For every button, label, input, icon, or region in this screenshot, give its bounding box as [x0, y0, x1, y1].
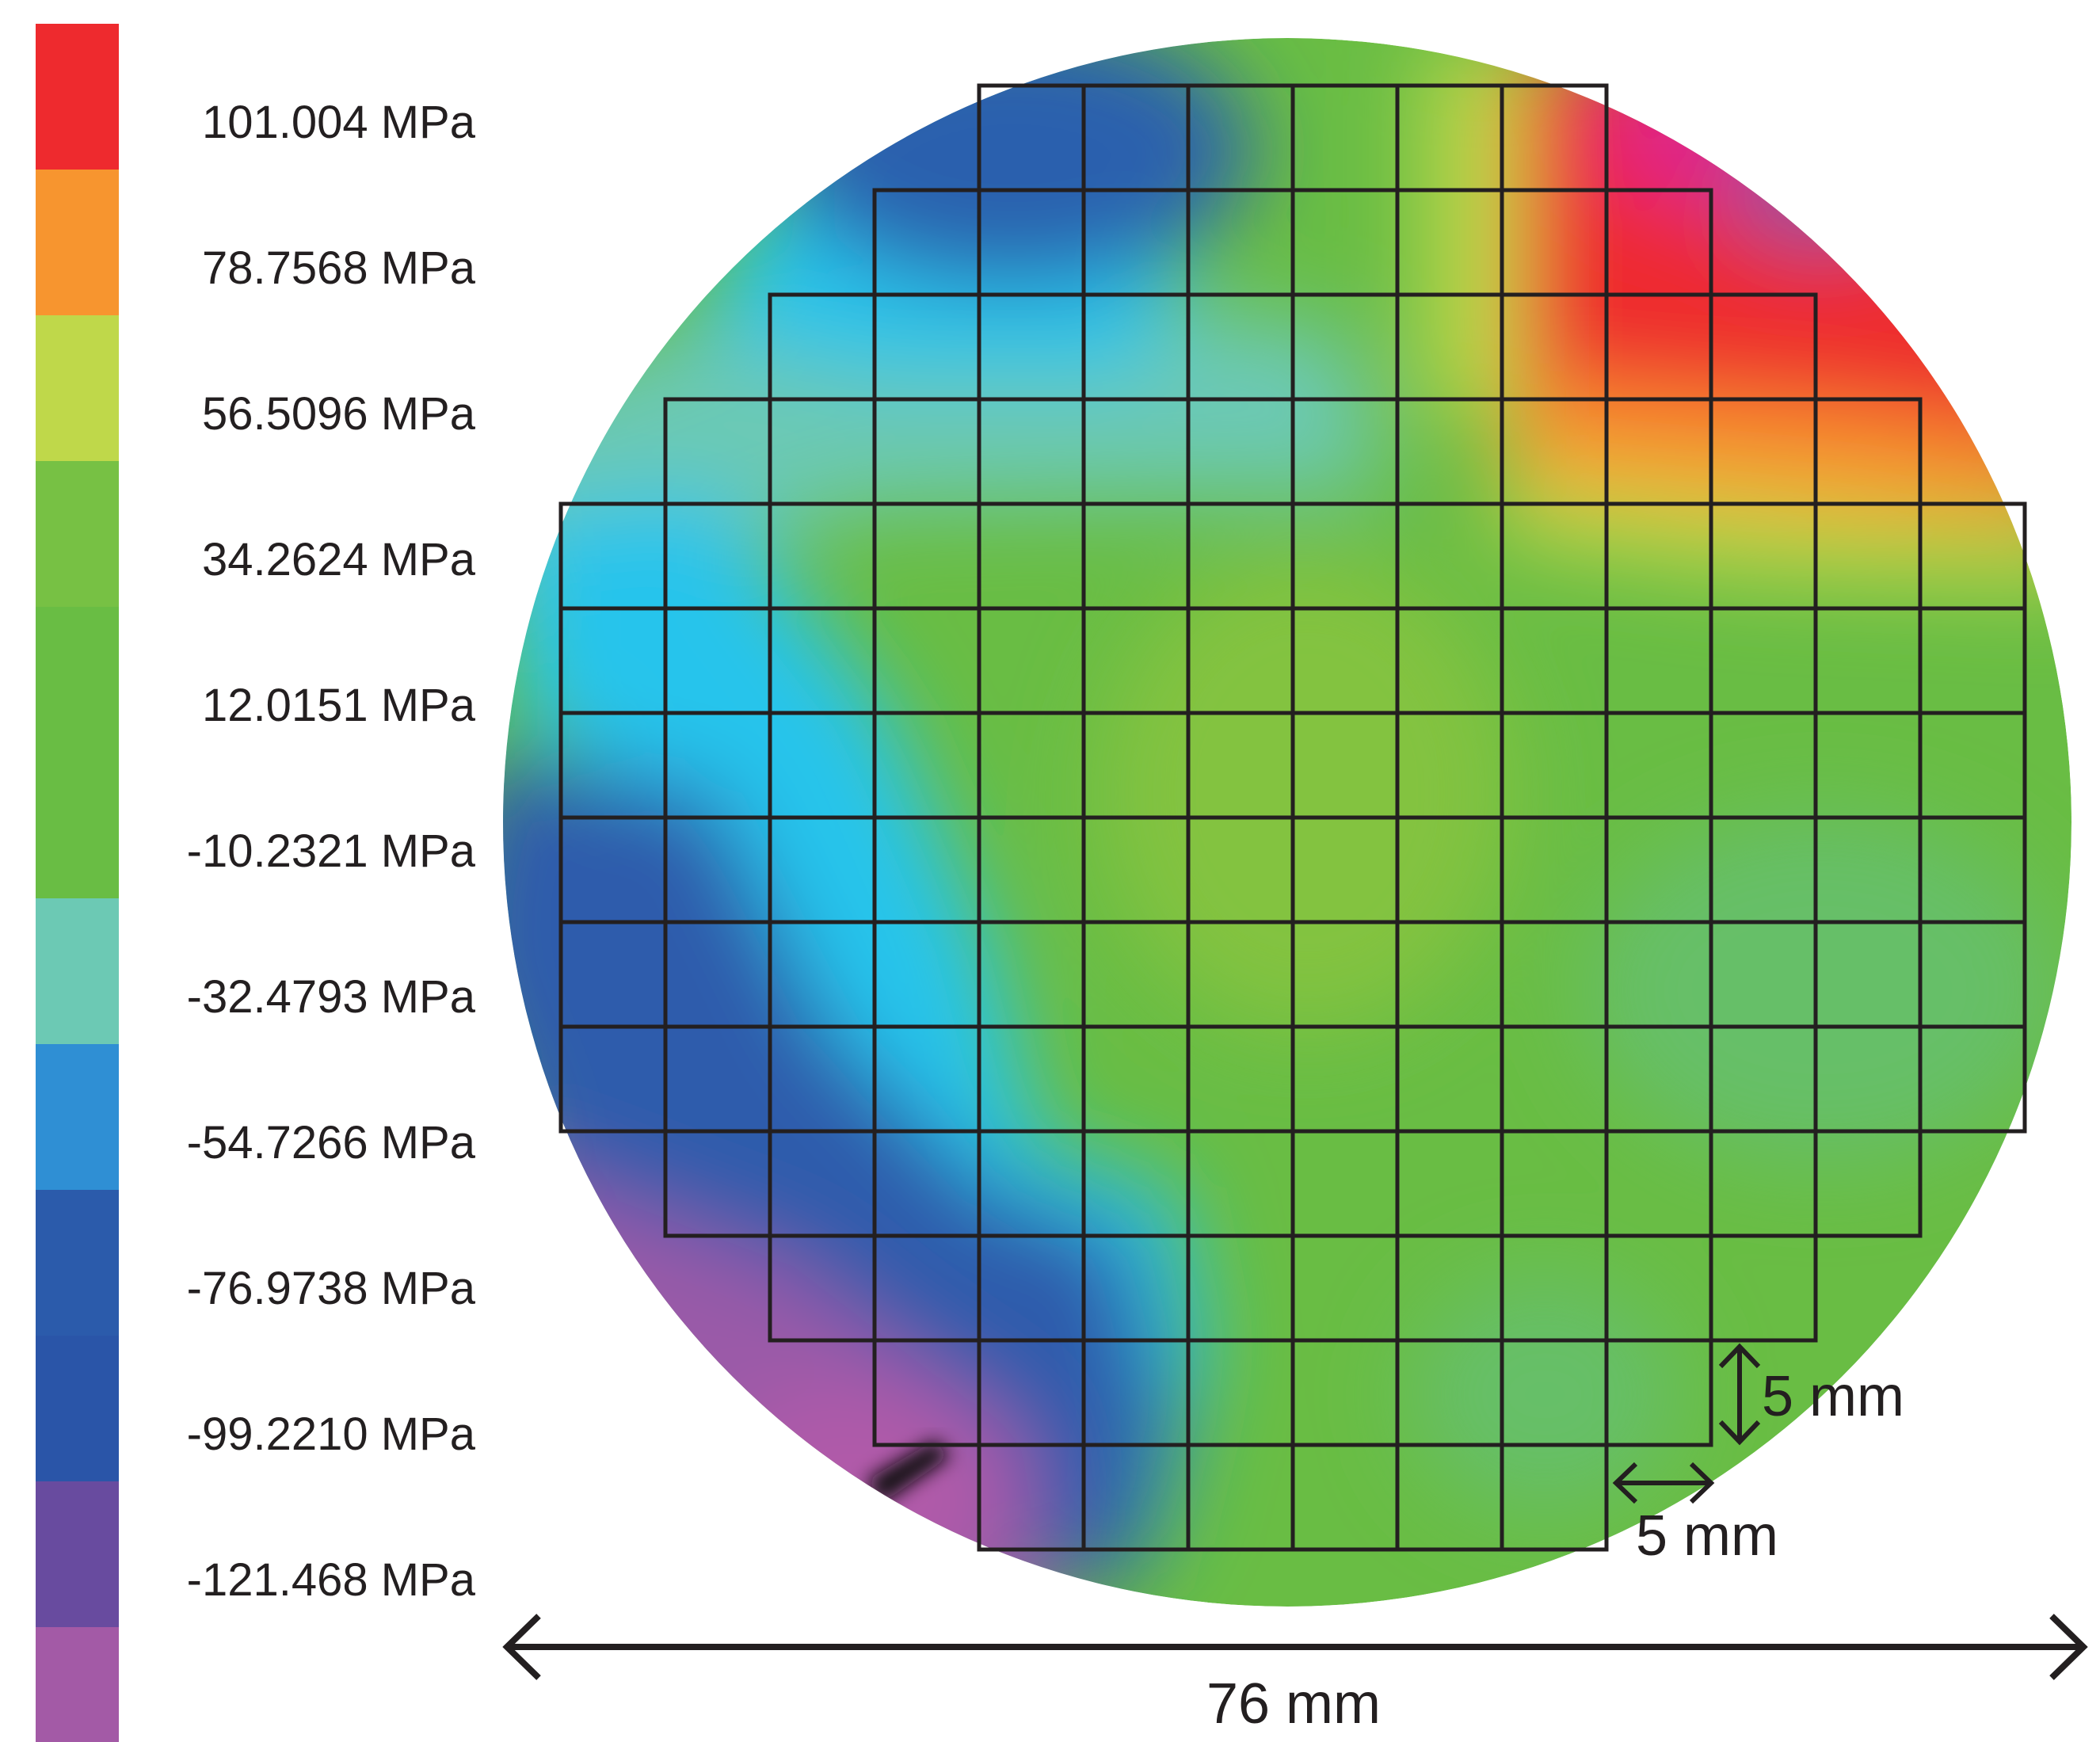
grid-cell — [1918, 1024, 2027, 1134]
legend-tick-label: 101.004 MPa — [202, 97, 476, 148]
legend-band — [36, 315, 119, 462]
legend-band — [36, 1481, 119, 1628]
cell-height-label: 5 mm — [1762, 1365, 1904, 1428]
legend-tick-label: 78.7568 MPa — [202, 242, 476, 294]
legend-tick-label: -99.2210 MPa — [187, 1408, 476, 1460]
legend-tick-label: 34.2624 MPa — [202, 534, 476, 585]
wafer-diameter-label: 76 mm — [1206, 1672, 1381, 1736]
legend-band — [36, 461, 119, 608]
legend-band — [36, 898, 119, 1045]
legend-tick-label: 12.0151 MPa — [202, 680, 476, 731]
grid-cell — [1604, 1338, 1713, 1447]
wafer-diameter-dimension — [502, 1614, 2088, 1680]
grid-cell — [1709, 1233, 1818, 1343]
cell-width-label: 5 mm — [1636, 1504, 1778, 1568]
legend-band — [36, 607, 119, 753]
grid-cell — [1813, 1129, 1923, 1238]
legend-tick-label: -76.9738 MPa — [187, 1263, 476, 1314]
legend-tick-label: -54.7266 MPa — [187, 1117, 476, 1168]
cell-width-dimension — [1612, 1462, 1715, 1504]
legend-band — [36, 170, 119, 316]
legend-band — [36, 753, 119, 899]
measurement-grid — [558, 83, 2027, 1552]
legend-band — [36, 24, 119, 170]
legend-band — [36, 1044, 119, 1191]
legend-band — [36, 1336, 119, 1482]
legend-band — [36, 1627, 119, 1742]
grid-cell — [1500, 1443, 1609, 1552]
cell-height-dimension — [1718, 1343, 1761, 1446]
legend-tick-label: -32.4793 MPa — [187, 971, 476, 1023]
legend-tick-label: -10.2321 MPa — [187, 825, 476, 877]
legend-tick-label: -121.468 MPa — [187, 1554, 476, 1606]
legend-band — [36, 1190, 119, 1336]
color-scale-labels: 101.004 MPa 78.7568 MPa 56.5096 MPa 34.2624… — [187, 97, 476, 1606]
legend-tick-label: 56.5096 MPa — [202, 388, 476, 440]
color-scale-legend — [36, 24, 119, 1742]
